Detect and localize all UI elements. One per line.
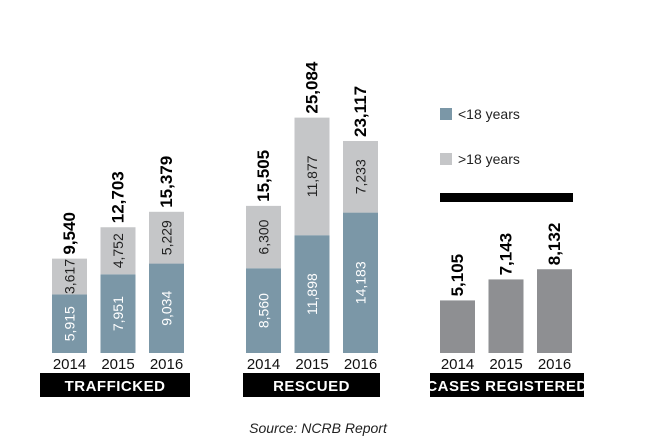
bar-over18 [100, 227, 136, 275]
label-over18: 11,877 [304, 155, 320, 197]
label-over18: 5,229 [159, 220, 175, 255]
legend-swatch-under18 [440, 108, 452, 120]
legend-label-under18: <18 years [458, 106, 520, 122]
year-label: 2016 [344, 356, 377, 373]
bar-under18 [149, 263, 184, 353]
source-note: Source: NCRB Report [249, 420, 388, 436]
total-label: 23,117 [351, 86, 370, 137]
total-label: 25,084 [303, 61, 322, 114]
label-under18: 8,560 [256, 293, 272, 328]
total-label: 8,132 [545, 223, 564, 266]
bar-under18 [343, 212, 378, 353]
panel-title: TRAFFICKED [65, 378, 166, 395]
legend-swatch-over18 [440, 153, 452, 165]
bar-over18 [343, 140, 378, 213]
label-over18: 3,617 [62, 259, 78, 294]
label-over18: 6,300 [256, 219, 272, 254]
bar-under18 [52, 294, 87, 353]
label-under18: 9,034 [159, 291, 175, 326]
year-label: 2014 [247, 356, 280, 373]
year-label: 2015 [489, 356, 522, 373]
year-label: 2014 [53, 356, 86, 373]
panel-title: CASES REGISTERED [426, 378, 587, 395]
bar-cases [440, 300, 475, 353]
panel-title-bg [430, 373, 584, 397]
year-label: 2015 [295, 356, 328, 373]
year-label: 2016 [538, 356, 571, 373]
total-label: 9,540 [60, 212, 79, 255]
total-label: 15,379 [157, 156, 176, 208]
year-label: 2015 [101, 356, 134, 373]
bar-over18 [294, 117, 330, 236]
year-label: 2016 [150, 356, 183, 373]
bar-under18 [294, 235, 330, 353]
total-label: 12,703 [109, 171, 128, 223]
divider-bar [440, 193, 573, 202]
total-label: 15,505 [254, 150, 273, 202]
total-label: 5,105 [448, 254, 467, 297]
panel-title: RESCUED [273, 378, 350, 395]
label-under18: 14,183 [353, 261, 369, 304]
panel-title-bg [40, 373, 190, 397]
legend-label-over18: >18 years [458, 151, 520, 167]
bar-cases [488, 279, 524, 353]
bar-over18 [149, 211, 184, 264]
total-label: 7,143 [497, 233, 516, 276]
bar-over18 [52, 258, 87, 295]
label-under18: 5,915 [62, 306, 78, 341]
label-over18: 7,233 [353, 159, 369, 194]
label-over18: 4,752 [110, 233, 126, 268]
bar-cases [537, 269, 572, 353]
label-under18: 7,951 [110, 296, 126, 331]
panel-title-bg [243, 373, 380, 397]
bar-under18 [246, 268, 281, 353]
label-under18: 11,898 [304, 273, 320, 315]
bar-under18 [100, 274, 136, 353]
year-label: 2014 [441, 356, 474, 373]
bar-over18 [246, 205, 281, 269]
